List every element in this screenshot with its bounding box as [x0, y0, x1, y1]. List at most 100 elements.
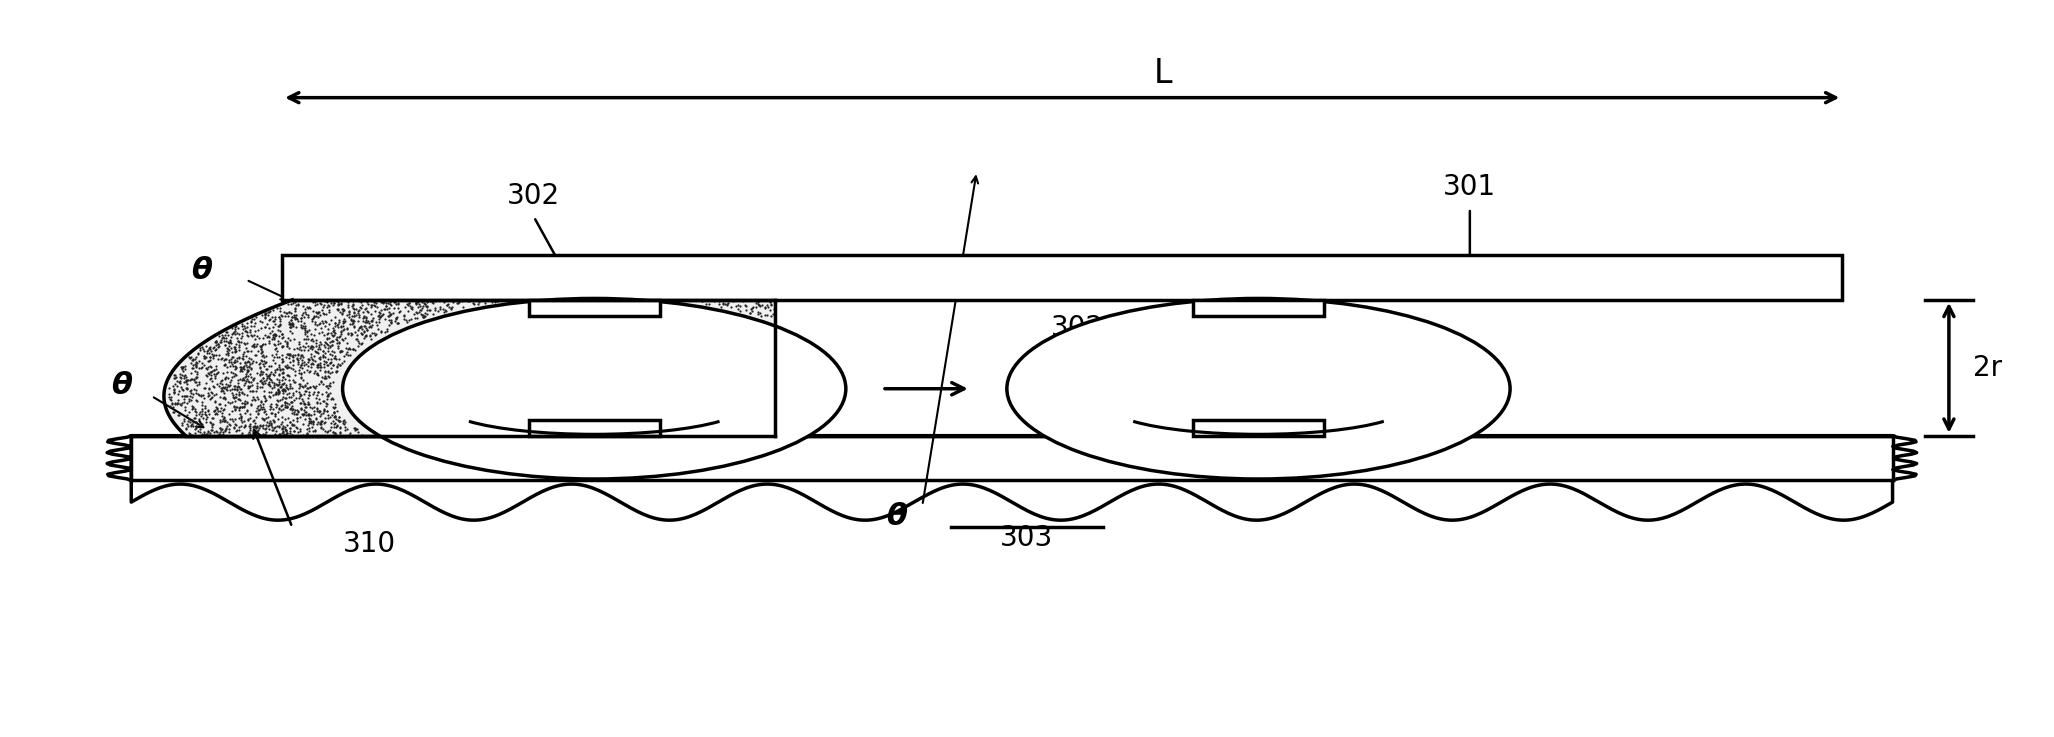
- Point: [175, 351, 207, 363]
- Point: [380, 311, 413, 323]
- Point: [263, 385, 296, 397]
- Point: [277, 394, 310, 405]
- Point: [244, 361, 277, 373]
- Point: [331, 349, 364, 361]
- Point: [292, 417, 325, 429]
- Point: [433, 295, 466, 307]
- Point: [308, 416, 341, 427]
- Point: [337, 315, 370, 327]
- Point: [327, 355, 359, 367]
- Point: [304, 354, 337, 366]
- Point: [207, 339, 240, 351]
- Point: [362, 310, 394, 321]
- Point: [162, 377, 195, 388]
- Point: [181, 388, 214, 399]
- Point: [220, 321, 253, 332]
- Point: [170, 375, 203, 387]
- Point: [271, 402, 304, 413]
- Point: [292, 390, 325, 402]
- Point: [283, 341, 316, 353]
- Point: [166, 361, 199, 373]
- Point: [168, 391, 201, 402]
- Point: [331, 346, 364, 358]
- Point: [374, 316, 407, 328]
- Point: [246, 422, 279, 433]
- Point: [251, 368, 283, 380]
- Point: [212, 354, 244, 366]
- Point: [403, 301, 435, 312]
- Point: [271, 340, 304, 352]
- Point: [199, 372, 232, 384]
- Point: [263, 364, 296, 376]
- Point: [253, 369, 286, 381]
- Point: [329, 343, 362, 354]
- Point: [273, 306, 306, 318]
- Point: [314, 345, 347, 357]
- Point: [228, 397, 261, 408]
- Point: [158, 387, 191, 399]
- Point: [212, 384, 244, 396]
- Point: [300, 306, 333, 318]
- Point: [388, 301, 421, 312]
- Point: [214, 377, 246, 388]
- Point: [325, 422, 357, 433]
- Point: [316, 426, 349, 438]
- Point: [263, 318, 296, 329]
- Point: [191, 361, 224, 373]
- Point: [220, 361, 253, 373]
- Point: [187, 343, 220, 354]
- Point: [304, 361, 337, 373]
- Point: [298, 367, 331, 379]
- Point: [205, 378, 238, 390]
- Point: [185, 410, 218, 422]
- Point: [294, 340, 327, 352]
- Point: [711, 298, 744, 310]
- Point: [269, 307, 302, 319]
- Point: [337, 296, 370, 307]
- Point: [327, 333, 359, 345]
- Point: [216, 391, 249, 403]
- Point: [224, 332, 257, 343]
- Point: [290, 380, 322, 392]
- Point: [220, 401, 253, 413]
- Point: [300, 418, 333, 430]
- Point: [754, 296, 787, 308]
- Point: [181, 396, 214, 408]
- Point: [277, 318, 310, 329]
- Point: [183, 413, 216, 425]
- Point: [197, 412, 230, 424]
- Point: [177, 402, 210, 413]
- Point: [232, 426, 265, 438]
- Point: [267, 363, 300, 375]
- Point: [236, 421, 269, 433]
- Point: [199, 335, 232, 347]
- Point: [185, 363, 218, 374]
- Point: [331, 423, 364, 435]
- Point: [394, 303, 427, 315]
- Point: [267, 340, 300, 352]
- Point: [294, 328, 327, 340]
- Point: [286, 349, 318, 361]
- Point: [411, 295, 444, 307]
- Point: [374, 309, 407, 321]
- Point: [343, 304, 376, 315]
- Point: [244, 395, 277, 407]
- Point: [189, 409, 222, 421]
- Point: [296, 312, 329, 324]
- Point: [242, 400, 275, 412]
- Point: [337, 343, 370, 354]
- Point: [271, 363, 304, 374]
- Point: [265, 353, 298, 365]
- Point: [735, 302, 768, 314]
- Point: [347, 310, 380, 322]
- Point: [214, 332, 246, 343]
- Point: [240, 311, 273, 323]
- Point: [296, 340, 329, 352]
- Point: [316, 376, 349, 388]
- Point: [372, 310, 405, 322]
- Point: [271, 361, 304, 373]
- Point: [205, 375, 238, 387]
- Point: [409, 310, 442, 322]
- Point: [224, 429, 257, 441]
- Point: [353, 321, 386, 332]
